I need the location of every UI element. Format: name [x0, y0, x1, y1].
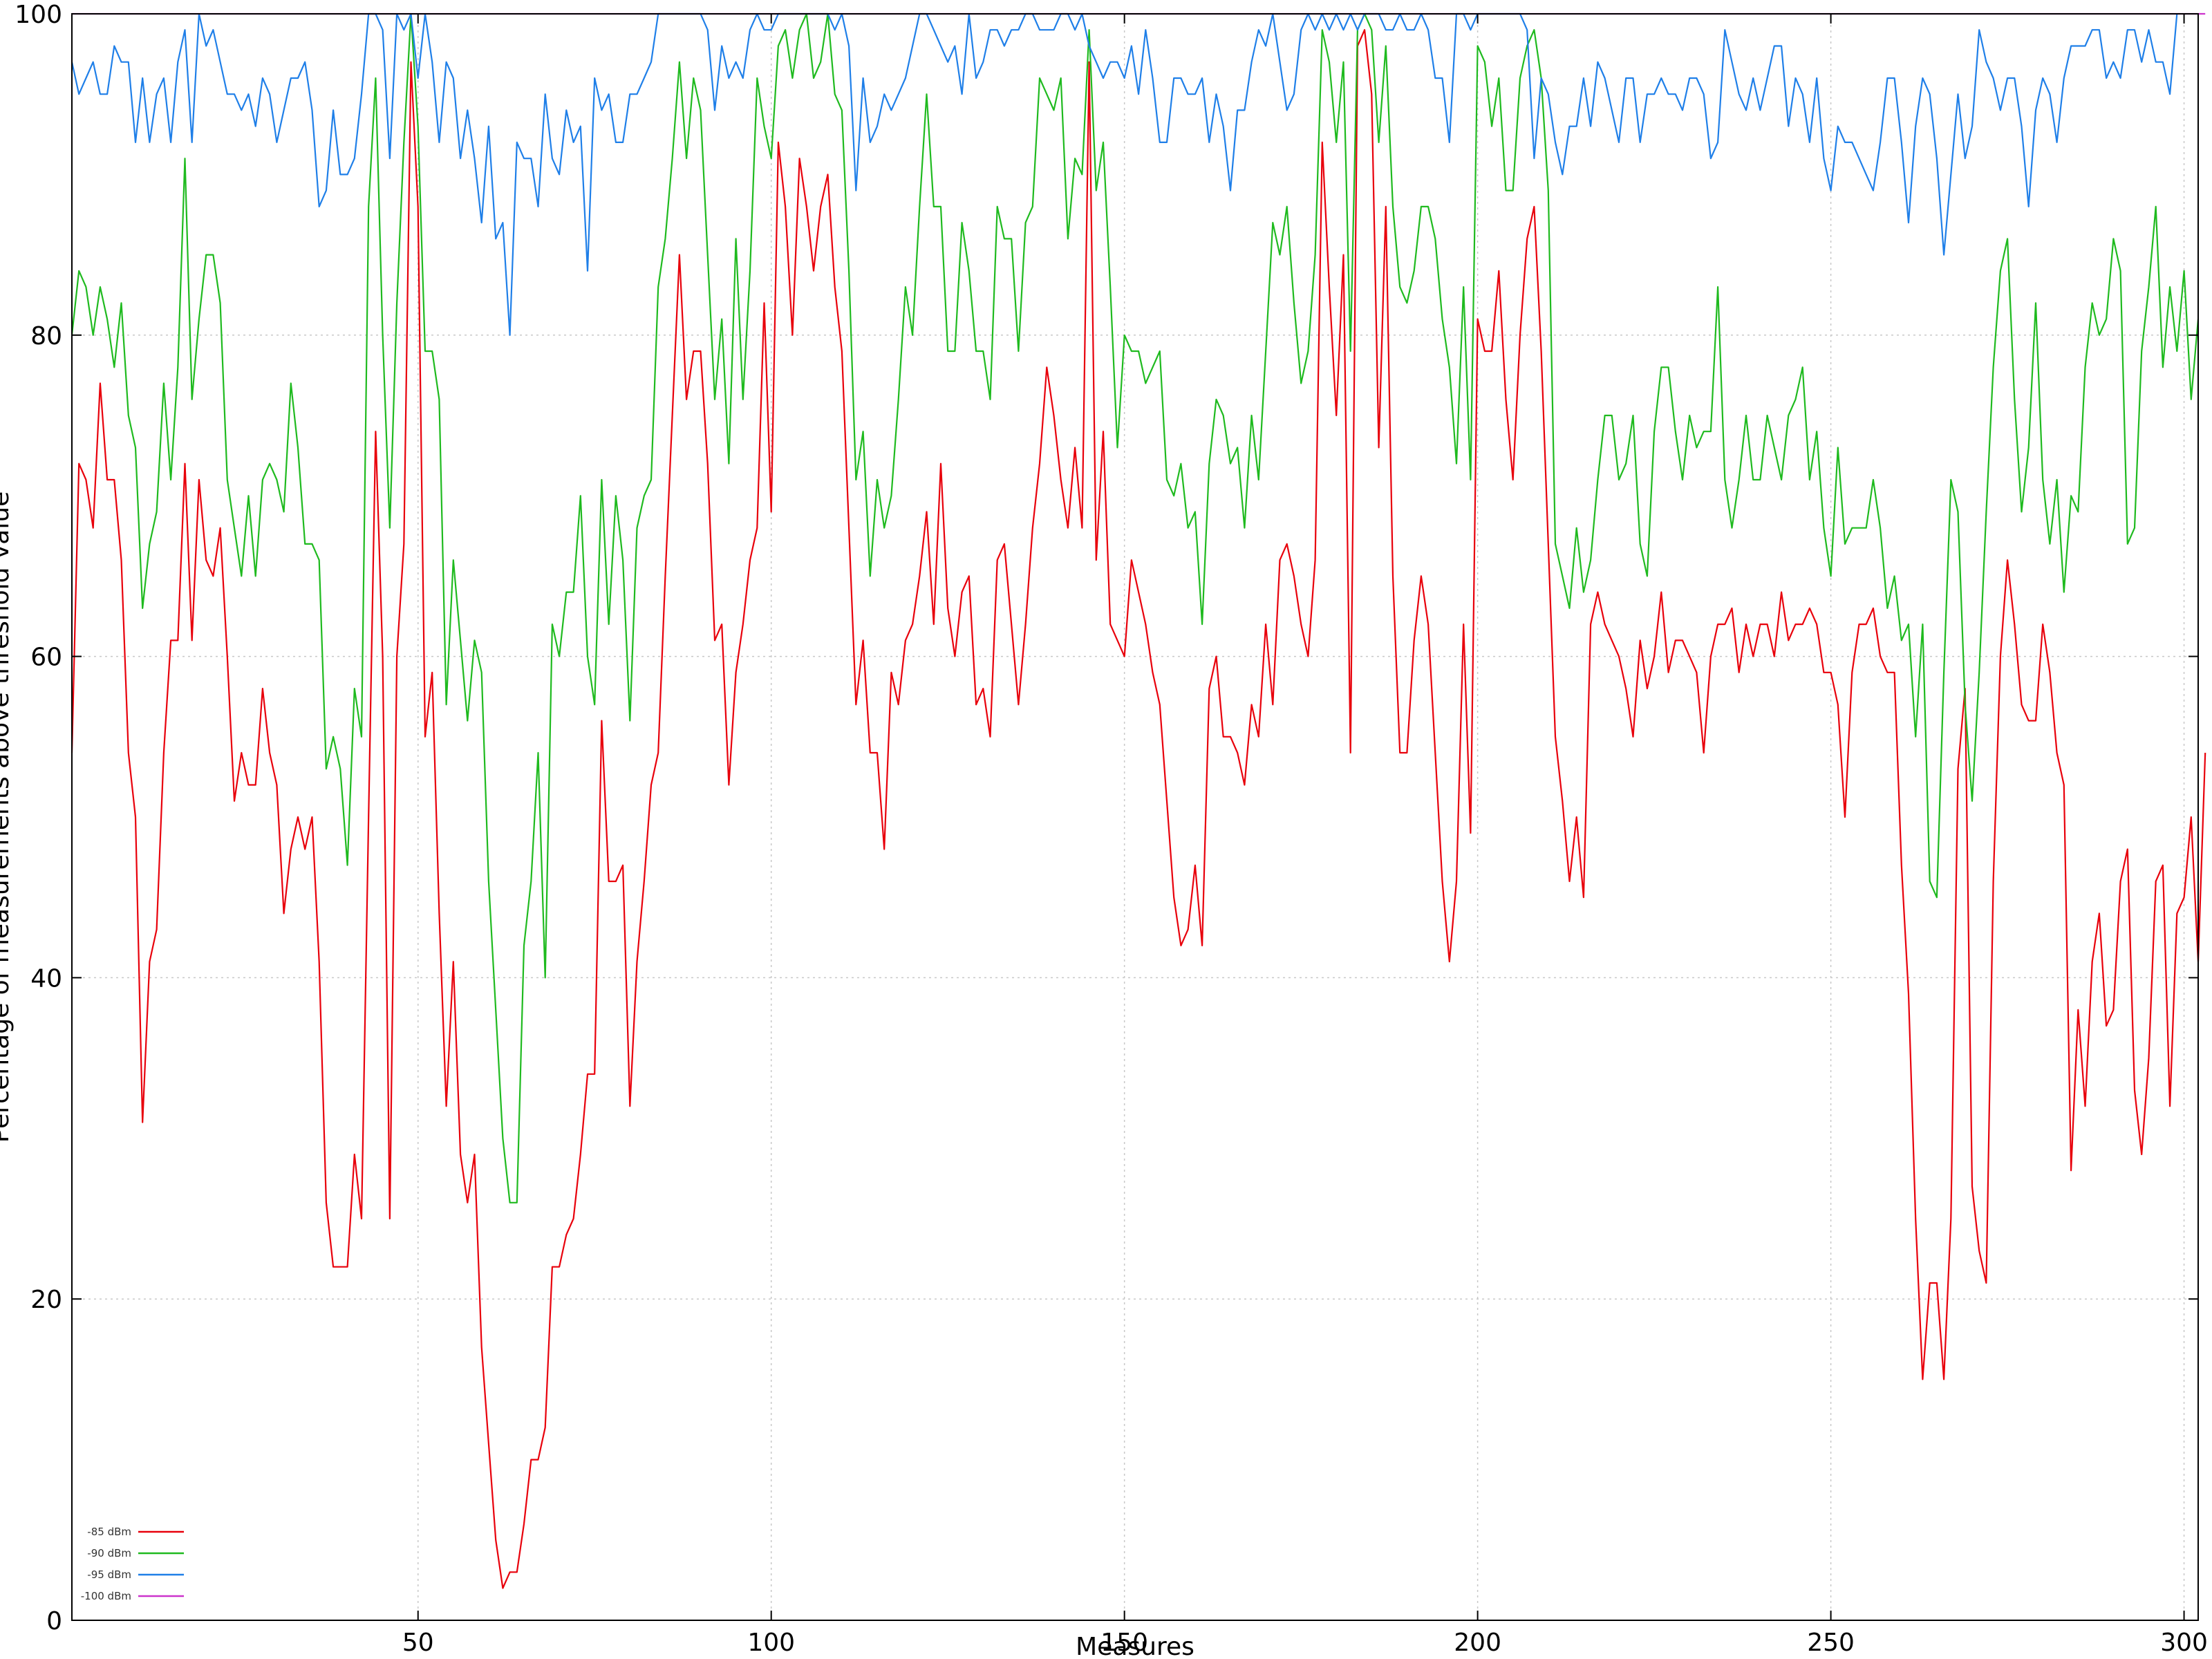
legend-label: -95 dBm — [87, 1568, 131, 1581]
x-tick-label: 300 — [2160, 1629, 2208, 1657]
x-tick-label: 250 — [1807, 1629, 1855, 1657]
axes: 0 20 40 60 80 100 50 100 150 200 250 300 — [15, 1, 2208, 1657]
legend: -85 dBm -90 dBm -95 dBm -100 dBm — [81, 1526, 184, 1602]
grid — [72, 14, 2198, 1620]
x-tick-label: 150 — [1100, 1629, 1148, 1657]
legend-label: -100 dBm — [81, 1590, 131, 1602]
y-tick-label: 100 — [15, 1, 62, 29]
y-axis-title: Percentage of measurements above thresho… — [0, 491, 15, 1143]
x-tick-label: 200 — [1454, 1629, 1501, 1657]
x-axis-title: Measures — [1076, 1633, 1194, 1659]
x-tick-label: 100 — [747, 1629, 795, 1657]
plot-frame — [71, 13, 2199, 1621]
series-line-3 — [71, 12, 2178, 336]
y-tick-label: 40 — [30, 964, 62, 993]
legend-label: -85 dBm — [87, 1526, 131, 1538]
series-line-1 — [71, 29, 2206, 1589]
y-tick-label: 80 — [30, 322, 62, 350]
series-line-2 — [71, 12, 2200, 1203]
legend-label: -90 dBm — [87, 1547, 131, 1559]
x-tick-label: 50 — [402, 1629, 434, 1657]
y-tick-label: 60 — [30, 644, 62, 672]
y-tick-label: 0 — [46, 1607, 62, 1635]
y-tick-label: 20 — [30, 1286, 62, 1314]
